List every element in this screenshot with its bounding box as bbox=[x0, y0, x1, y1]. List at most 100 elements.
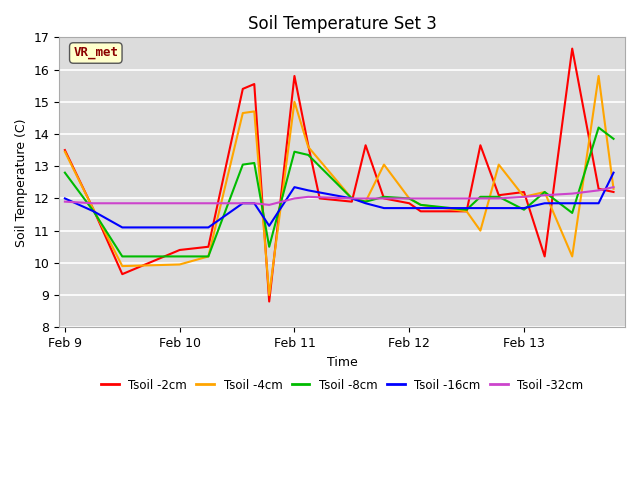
Tsoil -32cm bbox=[348, 195, 356, 201]
Tsoil -32cm bbox=[291, 195, 298, 201]
Tsoil -8cm bbox=[90, 208, 97, 214]
Tsoil -16cm bbox=[118, 225, 126, 230]
X-axis label: Time: Time bbox=[326, 356, 358, 369]
Tsoil -16cm bbox=[477, 205, 484, 211]
Tsoil -32cm bbox=[477, 195, 484, 201]
Tsoil -4cm bbox=[405, 195, 413, 201]
Tsoil -16cm bbox=[610, 170, 618, 176]
Text: VR_met: VR_met bbox=[74, 47, 118, 60]
Tsoil -2cm bbox=[568, 46, 576, 51]
Tsoil -8cm bbox=[348, 195, 356, 201]
Tsoil -2cm bbox=[250, 81, 258, 87]
Tsoil -2cm bbox=[477, 143, 484, 148]
Tsoil -8cm bbox=[205, 253, 212, 259]
Tsoil -4cm bbox=[266, 292, 273, 298]
Tsoil -32cm bbox=[380, 195, 388, 201]
Tsoil -32cm bbox=[417, 195, 424, 201]
Tsoil -32cm bbox=[541, 192, 548, 198]
Line: Tsoil -2cm: Tsoil -2cm bbox=[65, 48, 614, 301]
Tsoil -16cm bbox=[541, 200, 548, 206]
Tsoil -32cm bbox=[250, 200, 258, 206]
Tsoil -8cm bbox=[291, 149, 298, 155]
Tsoil -4cm bbox=[380, 162, 388, 168]
Tsoil -4cm bbox=[305, 144, 312, 150]
Tsoil -2cm bbox=[463, 208, 470, 214]
Tsoil -4cm bbox=[541, 189, 548, 195]
Tsoil -2cm bbox=[520, 189, 528, 195]
Tsoil -4cm bbox=[417, 202, 424, 208]
Tsoil -8cm bbox=[380, 194, 388, 200]
Tsoil -32cm bbox=[595, 188, 602, 193]
Tsoil -4cm bbox=[118, 263, 126, 269]
Tsoil -16cm bbox=[250, 200, 258, 206]
Tsoil -32cm bbox=[176, 200, 184, 206]
Tsoil -32cm bbox=[90, 200, 97, 206]
Tsoil -2cm bbox=[291, 73, 298, 79]
Tsoil -16cm bbox=[305, 188, 312, 193]
Tsoil -32cm bbox=[118, 200, 126, 206]
Tsoil -2cm bbox=[417, 208, 424, 214]
Tsoil -16cm bbox=[568, 200, 576, 206]
Tsoil -8cm bbox=[520, 207, 528, 213]
Tsoil -2cm bbox=[405, 200, 413, 206]
Tsoil -8cm bbox=[595, 125, 602, 131]
Tsoil -4cm bbox=[463, 208, 470, 214]
Line: Tsoil -32cm: Tsoil -32cm bbox=[65, 187, 614, 205]
Tsoil -2cm bbox=[595, 186, 602, 192]
Tsoil -32cm bbox=[61, 199, 68, 204]
Tsoil -16cm bbox=[176, 225, 184, 230]
Tsoil -16cm bbox=[595, 200, 602, 206]
Tsoil -2cm bbox=[380, 195, 388, 201]
Tsoil -32cm bbox=[362, 195, 369, 201]
Tsoil -2cm bbox=[348, 199, 356, 204]
Tsoil -16cm bbox=[362, 200, 369, 206]
Tsoil -8cm bbox=[118, 253, 126, 259]
Tsoil -32cm bbox=[305, 194, 312, 200]
Tsoil -8cm bbox=[417, 202, 424, 208]
Tsoil -16cm bbox=[495, 205, 502, 211]
Tsoil -4cm bbox=[205, 253, 212, 259]
Line: Tsoil -8cm: Tsoil -8cm bbox=[65, 128, 614, 256]
Tsoil -16cm bbox=[380, 205, 388, 211]
Title: Soil Temperature Set 3: Soil Temperature Set 3 bbox=[248, 15, 436, 33]
Tsoil -32cm bbox=[520, 194, 528, 200]
Tsoil -2cm bbox=[541, 253, 548, 259]
Tsoil -8cm bbox=[61, 170, 68, 176]
Tsoil -16cm bbox=[90, 208, 97, 214]
Tsoil -16cm bbox=[239, 200, 246, 206]
Tsoil -16cm bbox=[266, 223, 273, 228]
Tsoil -8cm bbox=[250, 160, 258, 166]
Legend: Tsoil -2cm, Tsoil -4cm, Tsoil -8cm, Tsoil -16cm, Tsoil -32cm: Tsoil -2cm, Tsoil -4cm, Tsoil -8cm, Tsoi… bbox=[97, 374, 588, 396]
Tsoil -8cm bbox=[568, 210, 576, 216]
Tsoil -4cm bbox=[176, 262, 184, 267]
Tsoil -32cm bbox=[205, 200, 212, 206]
Tsoil -4cm bbox=[477, 228, 484, 234]
Tsoil -2cm bbox=[239, 86, 246, 92]
Tsoil -8cm bbox=[239, 162, 246, 168]
Tsoil -8cm bbox=[463, 207, 470, 213]
Tsoil -16cm bbox=[417, 205, 424, 211]
Y-axis label: Soil Temperature (C): Soil Temperature (C) bbox=[15, 118, 28, 247]
Tsoil -8cm bbox=[405, 195, 413, 201]
Tsoil -8cm bbox=[610, 136, 618, 142]
Tsoil -16cm bbox=[205, 225, 212, 230]
Line: Tsoil -4cm: Tsoil -4cm bbox=[65, 76, 614, 295]
Tsoil -2cm bbox=[118, 271, 126, 277]
Tsoil -32cm bbox=[266, 202, 273, 208]
Tsoil -2cm bbox=[362, 143, 369, 148]
Tsoil -32cm bbox=[463, 195, 470, 201]
Tsoil -2cm bbox=[266, 299, 273, 304]
Tsoil -4cm bbox=[520, 194, 528, 200]
Tsoil -32cm bbox=[495, 195, 502, 201]
Line: Tsoil -16cm: Tsoil -16cm bbox=[65, 173, 614, 228]
Tsoil -16cm bbox=[291, 184, 298, 190]
Tsoil -8cm bbox=[362, 199, 369, 204]
Tsoil -8cm bbox=[305, 152, 312, 158]
Tsoil -4cm bbox=[568, 253, 576, 259]
Tsoil -4cm bbox=[610, 186, 618, 192]
Tsoil -4cm bbox=[239, 110, 246, 116]
Tsoil -32cm bbox=[610, 184, 618, 190]
Tsoil -2cm bbox=[610, 189, 618, 195]
Tsoil -2cm bbox=[176, 247, 184, 253]
Tsoil -4cm bbox=[61, 149, 68, 155]
